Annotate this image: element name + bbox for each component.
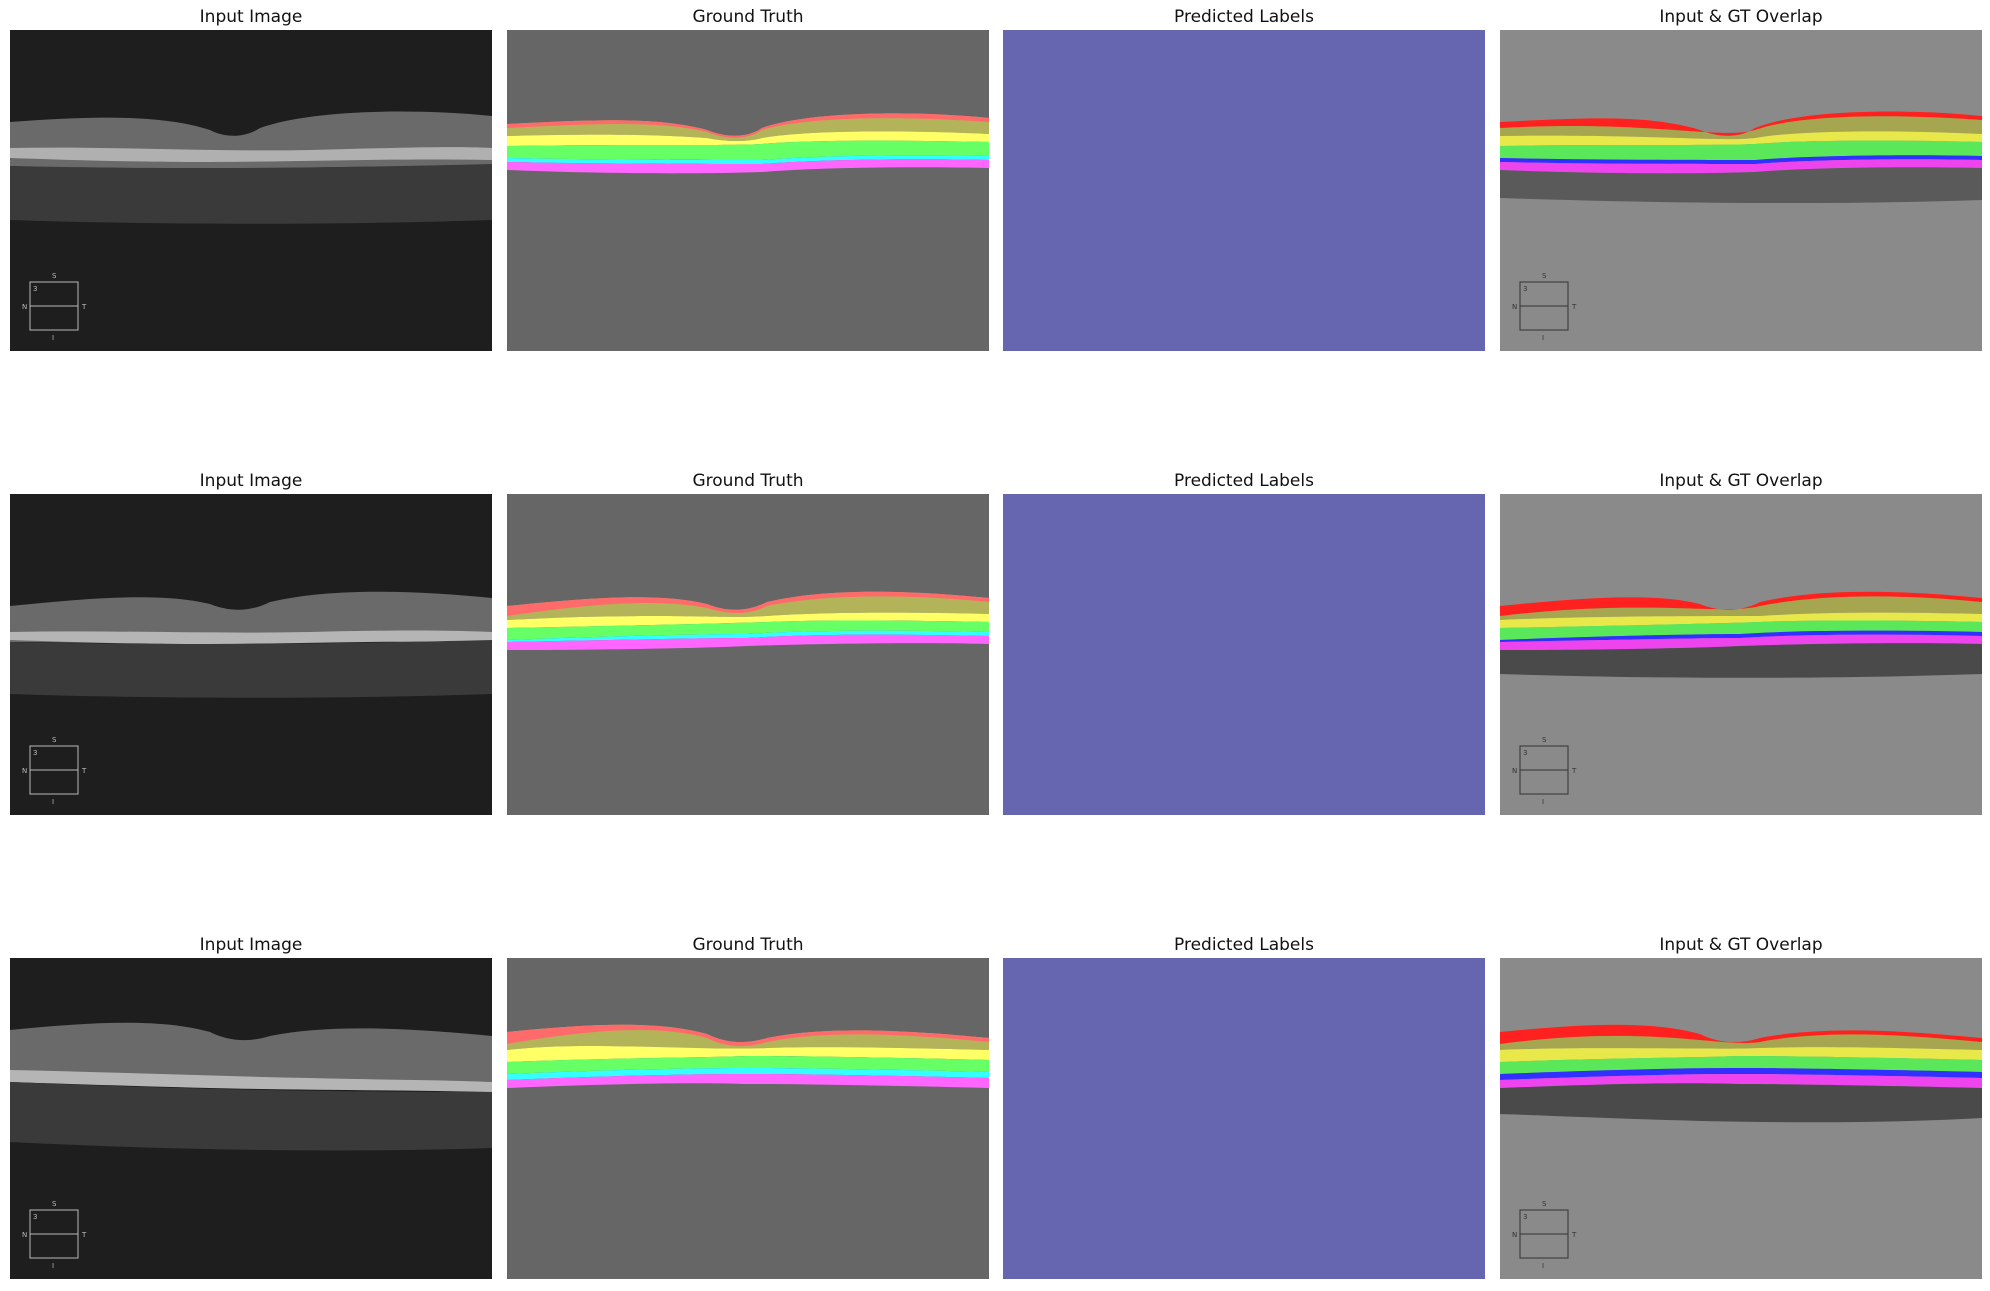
orientation-n: N: [22, 1231, 27, 1239]
slice-number: 3: [33, 749, 37, 757]
oct-scan-image: S N T I 3: [10, 494, 492, 815]
oct-scan-image: S N T I 3: [10, 30, 492, 351]
overlay-orientation-t: T: [1571, 303, 1577, 311]
slice-number: 3: [33, 285, 37, 293]
overlay-image: S N T I 3: [1500, 958, 1982, 1279]
row-1-input-cell: Input Image S N T I 3: [10, 6, 492, 356]
orientation-s: S: [52, 272, 57, 280]
predicted-labels-mask: [1003, 30, 1485, 351]
ground-truth-mask: [507, 494, 989, 815]
row-2-input-cell: Input Image S N T I 3: [10, 470, 492, 820]
orientation-i: I: [52, 334, 54, 342]
overlay-orientation-t: T: [1571, 767, 1577, 775]
ground-truth-mask: [507, 958, 989, 1279]
overlay-slice-number: 3: [1523, 749, 1527, 757]
overlay-image: S N T I 3: [1500, 30, 1982, 351]
overlay-orientation-s: S: [1542, 736, 1547, 744]
orientation-s: S: [52, 736, 57, 744]
overlay-orientation-n: N: [1512, 767, 1517, 775]
panel-title-predicted: Predicted Labels: [1174, 7, 1314, 27]
row-1-overlay-cell: Input & GT Overlap S N T I 3: [1500, 6, 1982, 356]
oct-scan-image: S N T I 3: [10, 958, 492, 1279]
row-3-gt-cell: Ground Truth: [507, 934, 989, 1284]
panel-title-input: Input Image: [199, 935, 303, 955]
panel-title-overlay: Input & GT Overlap: [1659, 7, 1823, 27]
orientation-i: I: [52, 798, 54, 806]
overlay-orientation-i: I: [1542, 798, 1544, 806]
overlay-orientation-s: S: [1542, 1200, 1547, 1208]
panel-title-input: Input Image: [199, 7, 303, 27]
row-2-gt-cell: Ground Truth: [507, 470, 989, 820]
orientation-i: I: [52, 1262, 54, 1270]
panel-title-ground-truth: Ground Truth: [692, 935, 804, 955]
overlay-slice-number: 3: [1523, 285, 1527, 293]
orientation-t: T: [81, 767, 87, 775]
row-2-predicted-cell: Predicted Labels: [1003, 470, 1485, 820]
panel-title-predicted: Predicted Labels: [1174, 935, 1314, 955]
row-3-predicted-cell: Predicted Labels: [1003, 934, 1485, 1284]
ground-truth-mask: [507, 30, 989, 351]
overlay-orientation-n: N: [1512, 1231, 1517, 1239]
row-3-input-cell: Input Image S N T I 3: [10, 934, 492, 1284]
panel-title-predicted: Predicted Labels: [1174, 471, 1314, 491]
panel-title-ground-truth: Ground Truth: [692, 471, 804, 491]
overlay-orientation-n: N: [1512, 303, 1517, 311]
row-1-gt-cell: Ground Truth: [507, 6, 989, 356]
panel-title-ground-truth: Ground Truth: [692, 7, 804, 27]
overlay-orientation-s: S: [1542, 272, 1547, 280]
orientation-n: N: [22, 303, 27, 311]
overlay-orientation-t: T: [1571, 1231, 1577, 1239]
orientation-t: T: [81, 1231, 87, 1239]
overlay-orientation-i: I: [1542, 334, 1544, 342]
overlay-orientation-i: I: [1542, 1262, 1544, 1270]
slice-number: 3: [33, 1213, 37, 1221]
row-3-overlay-cell: Input & GT Overlap S N T I 3: [1500, 934, 1982, 1284]
predicted-labels-mask: [1003, 494, 1485, 815]
panel-title-input: Input Image: [199, 471, 303, 491]
panel-title-overlay: Input & GT Overlap: [1659, 471, 1823, 491]
row-1-predicted-cell: Predicted Labels: [1003, 6, 1485, 356]
row-2-overlay-cell: Input & GT Overlap S N T I 3: [1500, 470, 1982, 820]
overlay-slice-number: 3: [1523, 1213, 1527, 1221]
orientation-s: S: [52, 1200, 57, 1208]
orientation-t: T: [81, 303, 87, 311]
predicted-labels-mask: [1003, 958, 1485, 1279]
panel-title-overlay: Input & GT Overlap: [1659, 935, 1823, 955]
orientation-n: N: [22, 767, 27, 775]
overlay-image: S N T I 3: [1500, 494, 1982, 815]
